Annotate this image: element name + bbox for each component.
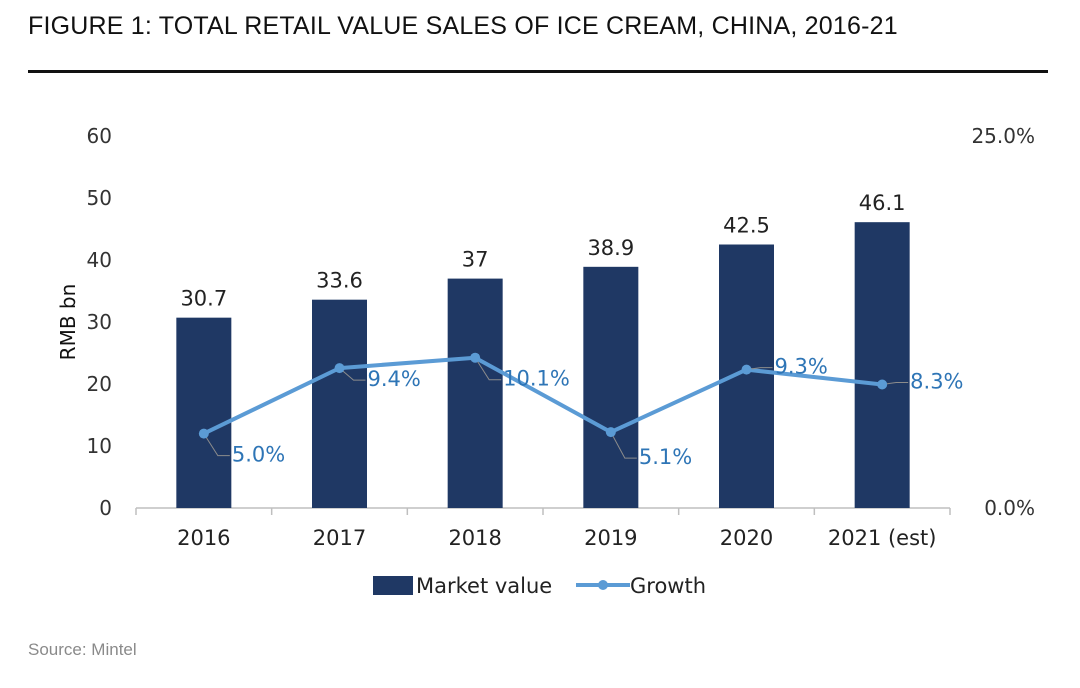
growth-point (470, 352, 481, 363)
y-tick-label: 20 (87, 372, 112, 396)
growth-value-label: 5.0% (232, 443, 285, 467)
growth-point (198, 428, 209, 439)
y-tick-label: 60 (87, 124, 112, 148)
growth-value-label: 9.4% (368, 367, 421, 391)
growth-point (334, 363, 345, 374)
bar-2021-est- (854, 222, 910, 508)
x-tick-label: 2017 (313, 526, 366, 550)
bar-2017 (312, 299, 367, 508)
y2-tick-label: 0.0% (984, 496, 1035, 520)
bar-2016 (176, 317, 232, 508)
bar-2018 (447, 278, 503, 508)
growth-leader-line (203, 433, 230, 457)
legend-label-growth: Growth (630, 574, 706, 598)
x-tick-label: 2020 (720, 526, 773, 550)
growth-value-label: 9.3% (775, 355, 828, 379)
bar-2019 (583, 266, 639, 508)
growth-line (202, 355, 883, 436)
growth-value-label: 10.1% (503, 367, 570, 391)
y-tick-label: 40 (87, 248, 112, 272)
growth-leader-line (339, 367, 366, 381)
growth-point (741, 364, 752, 375)
x-tick-label: 2018 (448, 526, 501, 550)
y2-tick-label: 25.0% (971, 124, 1035, 148)
growth-point (605, 427, 616, 438)
source-note: Source: Mintel (28, 640, 137, 659)
title-divider (28, 70, 1048, 73)
y-tick-label: 30 (87, 310, 112, 334)
figure-title: FIGURE 1: TOTAL RETAIL VALUE SALES OF IC… (28, 12, 898, 40)
growth-value-label: 5.1% (639, 445, 692, 469)
bar-value-label: 38.9 (587, 236, 634, 260)
y-axis-title: RMB bn (56, 284, 80, 361)
legend-swatch-growth-marker (598, 580, 608, 590)
x-tick-label: 2016 (177, 526, 230, 550)
bar-value-label: 37 (462, 248, 489, 272)
legend-swatch-market-value (373, 576, 413, 595)
growth-point (877, 379, 888, 390)
y-tick-label: 10 (87, 434, 112, 458)
x-tick-label: 2019 (584, 526, 637, 550)
y-tick-label: 50 (87, 186, 112, 210)
x-tick-label: 2021 (est) (828, 526, 937, 550)
bar-value-label: 42.5 (723, 214, 770, 238)
legend-label-market-value: Market value (416, 574, 552, 598)
growth-leader-line (610, 431, 637, 459)
bar-value-label: 30.7 (180, 287, 227, 311)
y-tick-label: 0 (99, 496, 112, 520)
bar-value-label: 46.1 (859, 191, 906, 215)
growth-value-label: 8.3% (910, 369, 963, 393)
growth-leader-line (474, 357, 502, 381)
bar-2020 (719, 244, 774, 508)
bar-value-label: 33.6 (316, 269, 363, 293)
